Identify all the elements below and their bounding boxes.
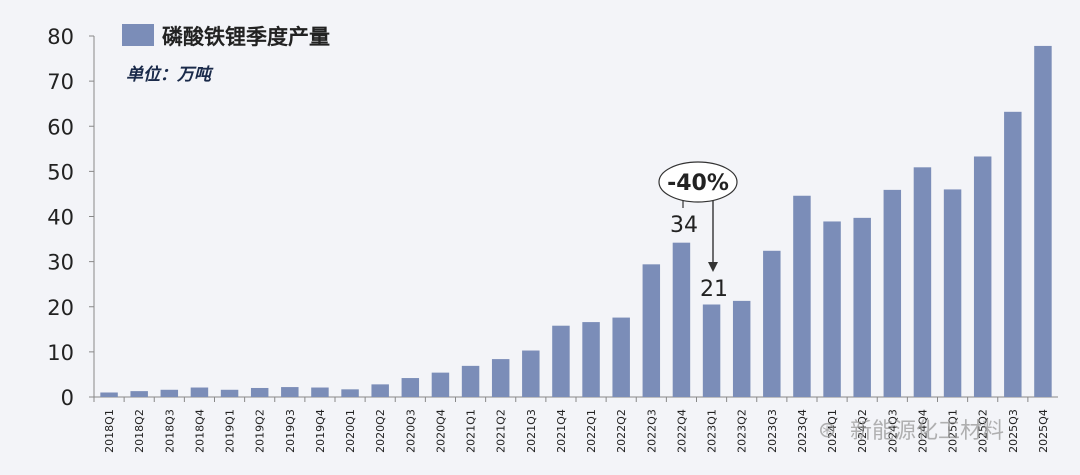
bar-2019Q2 bbox=[250, 387, 269, 397]
x-tick-label-2018Q2: 2018Q2 bbox=[133, 409, 146, 453]
bar-2018Q2 bbox=[130, 391, 148, 397]
x-tick-label-2020Q1: 2020Q1 bbox=[344, 409, 357, 453]
x-tick-label-2023Q1: 2023Q1 bbox=[706, 409, 719, 453]
legend-swatch bbox=[122, 24, 154, 46]
y-tick-label: 60 bbox=[47, 115, 74, 139]
x-tick-label-2021Q2: 2021Q2 bbox=[495, 409, 508, 453]
watermark-text: 新能源化工材料 bbox=[850, 419, 1004, 444]
x-tick-label-2024Q2: 2024Q2 bbox=[856, 409, 869, 453]
bar-2025Q2 bbox=[973, 156, 992, 397]
x-tick-label-2021Q3: 2021Q3 bbox=[525, 409, 538, 453]
x-tick-label-2024Q4: 2024Q4 bbox=[916, 409, 929, 453]
bar-2023Q2 bbox=[732, 300, 751, 397]
bar-2025Q3 bbox=[1004, 111, 1022, 397]
x-tick-label-2025Q1: 2025Q1 bbox=[947, 409, 960, 453]
bar-2022Q4 bbox=[672, 242, 691, 397]
y-tick-label: 10 bbox=[47, 341, 74, 365]
bar-2019Q4 bbox=[311, 387, 329, 397]
bar-2018Q1 bbox=[100, 392, 118, 397]
bar-2019Q1 bbox=[220, 389, 239, 397]
bar-2024Q2 bbox=[853, 217, 871, 397]
x-tick-label-2019Q1: 2019Q1 bbox=[224, 409, 237, 453]
bar-2024Q3 bbox=[883, 189, 902, 397]
value-label-2023Q1: 21 bbox=[700, 277, 728, 302]
bar-2020Q4 bbox=[431, 372, 450, 397]
x-tick-label-2024Q3: 2024Q3 bbox=[886, 409, 899, 453]
y-tick-label: 70 bbox=[47, 70, 74, 94]
bar-2024Q4 bbox=[913, 167, 932, 397]
bar-2021Q1 bbox=[461, 365, 480, 397]
pct-change-label: -40% bbox=[667, 171, 729, 196]
unit-label: 单位：万吨 bbox=[126, 65, 214, 85]
bar-2023Q3 bbox=[763, 250, 781, 397]
pct-arrow-head bbox=[708, 262, 718, 272]
x-tick-label-2021Q4: 2021Q4 bbox=[555, 409, 568, 453]
bar-2023Q1 bbox=[702, 304, 721, 397]
x-tick-label-2021Q1: 2021Q1 bbox=[465, 409, 478, 453]
x-tick-label-2020Q2: 2020Q2 bbox=[374, 409, 387, 453]
x-tick-label-2023Q2: 2023Q2 bbox=[736, 409, 749, 453]
legend-label: 磷酸铁锂季度产量 bbox=[162, 25, 330, 49]
x-tick-label-2025Q4: 2025Q4 bbox=[1037, 409, 1050, 453]
y-tick-label: 50 bbox=[47, 160, 74, 184]
bar-2021Q2 bbox=[491, 359, 510, 397]
y-tick-label: 20 bbox=[47, 296, 74, 320]
y-tick-label: 0 bbox=[61, 386, 74, 410]
x-tick-label-2025Q2: 2025Q2 bbox=[977, 409, 990, 453]
watermark-logo-icon: ⊛ bbox=[818, 418, 836, 443]
x-tick-label-2022Q2: 2022Q2 bbox=[615, 409, 628, 453]
x-tick-label-2018Q4: 2018Q4 bbox=[193, 409, 206, 453]
bar-2025Q1 bbox=[943, 189, 962, 397]
x-tick-label-2024Q1: 2024Q1 bbox=[826, 409, 839, 453]
x-tick-label-2019Q4: 2019Q4 bbox=[314, 409, 327, 453]
x-tick-label-2018Q1: 2018Q1 bbox=[103, 409, 116, 453]
bar-2023Q4 bbox=[793, 195, 811, 397]
bar-2020Q2 bbox=[371, 384, 389, 397]
x-tick-label-2023Q4: 2023Q4 bbox=[796, 409, 809, 453]
x-tick-label-2020Q3: 2020Q3 bbox=[404, 409, 417, 453]
bar-2022Q1 bbox=[582, 322, 600, 397]
y-tick-label: 80 bbox=[47, 25, 74, 49]
y-tick-label: 40 bbox=[47, 206, 74, 230]
y-tick-label: 30 bbox=[47, 251, 74, 275]
x-tick-label-2019Q2: 2019Q2 bbox=[254, 409, 267, 453]
bar-2022Q3 bbox=[642, 264, 661, 397]
x-tick-label-2018Q3: 2018Q3 bbox=[163, 409, 176, 453]
bar-2021Q4 bbox=[552, 325, 570, 397]
x-tick-label-2022Q4: 2022Q4 bbox=[675, 409, 688, 453]
x-tick-label-2020Q4: 2020Q4 bbox=[434, 409, 447, 453]
bar-2018Q4 bbox=[190, 387, 209, 397]
x-tick-label-2022Q3: 2022Q3 bbox=[645, 409, 658, 453]
bar-2025Q4 bbox=[1034, 45, 1052, 398]
x-tick-label-2022Q1: 2022Q1 bbox=[585, 409, 598, 453]
bar-2018Q3 bbox=[160, 389, 179, 397]
bar-2020Q1 bbox=[341, 389, 359, 397]
pct-change-ellipse bbox=[658, 161, 738, 203]
bar-2024Q1 bbox=[823, 221, 841, 397]
bar-2020Q3 bbox=[401, 378, 420, 397]
x-tick-label-2023Q3: 2023Q3 bbox=[766, 409, 779, 453]
x-tick-label-2019Q3: 2019Q3 bbox=[284, 409, 297, 453]
x-tick-label-2025Q3: 2025Q3 bbox=[1007, 409, 1020, 453]
bar-2022Q2 bbox=[612, 317, 630, 397]
bar-2019Q3 bbox=[281, 387, 299, 397]
value-label-2022Q4: 34 bbox=[670, 213, 698, 238]
bar-2021Q3 bbox=[522, 350, 540, 397]
